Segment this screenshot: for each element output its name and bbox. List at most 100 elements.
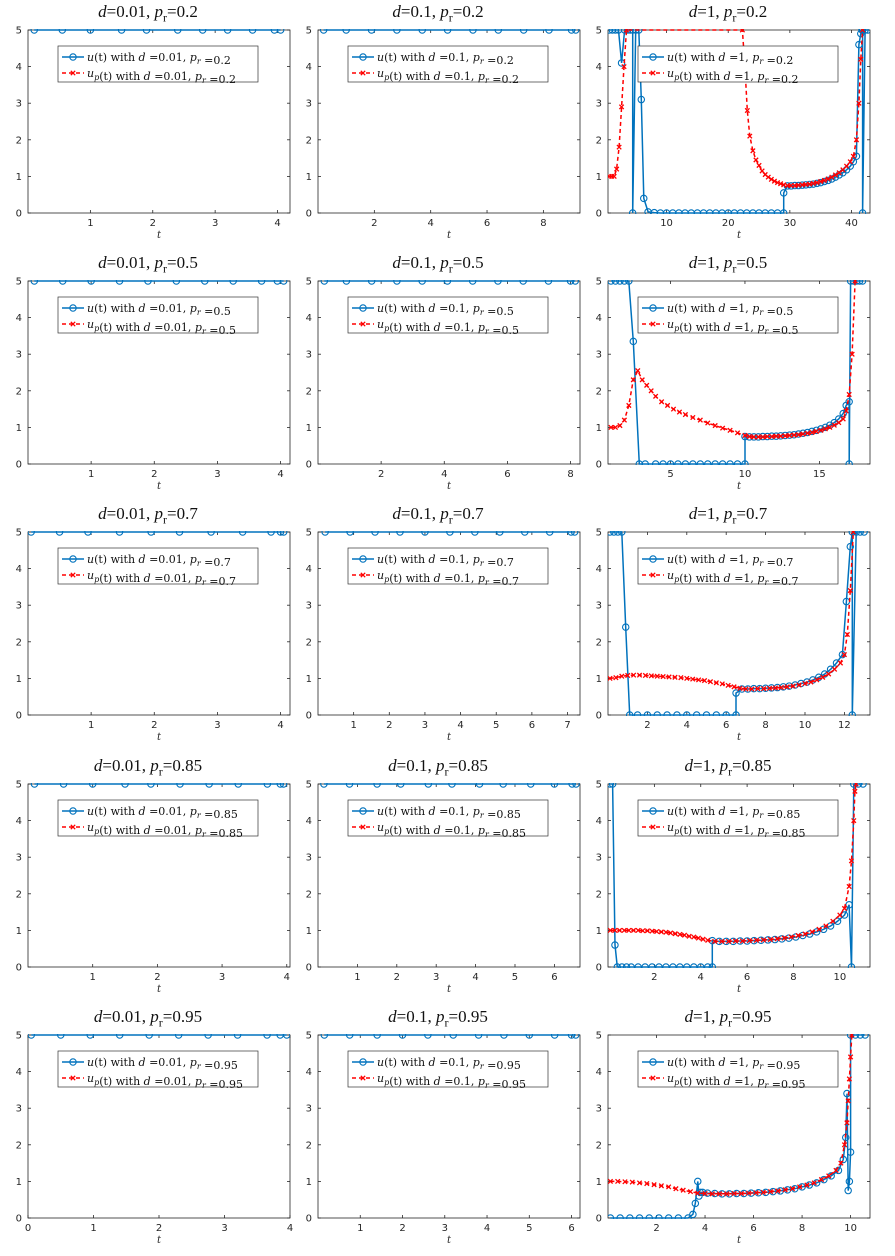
title-part: r xyxy=(448,261,453,276)
legend-part: p xyxy=(384,575,389,584)
x-tick-label: 1 xyxy=(357,1223,363,1234)
series-up-point xyxy=(751,434,757,440)
series-u-point xyxy=(28,1034,36,1039)
series-u-point xyxy=(846,1148,855,1156)
series-u-point xyxy=(568,783,576,788)
title-part: , xyxy=(715,2,724,21)
series-up-point xyxy=(712,422,718,429)
series-up-point xyxy=(608,1178,614,1185)
title-part: r xyxy=(444,1015,449,1030)
series-up-point xyxy=(795,932,801,939)
legend-part: =1, xyxy=(726,1056,753,1069)
series-u-point xyxy=(147,783,155,788)
series-u-point xyxy=(443,280,452,285)
series-u-point xyxy=(732,689,740,697)
series-u-point xyxy=(117,29,126,34)
legend-label: up(t) with d =0.1, pr =0.5 xyxy=(377,318,519,337)
series-u-point xyxy=(643,711,652,716)
legend-part: =1, xyxy=(726,51,753,64)
series-up-point xyxy=(846,391,852,398)
series-u-point xyxy=(648,963,656,968)
series-up-point xyxy=(707,679,714,685)
series-up-point xyxy=(626,927,632,934)
y-tick-label: 5 xyxy=(16,1031,22,1042)
legend-part: d xyxy=(144,572,151,585)
series-u-point xyxy=(856,1034,865,1039)
series-up-point xyxy=(782,433,788,439)
legend-part: p xyxy=(674,73,679,82)
title-part: , xyxy=(711,756,720,775)
legend-part: r xyxy=(764,1081,769,1090)
x-tick-label: 40 xyxy=(845,218,858,229)
x-tick-label: 2 xyxy=(156,1223,162,1234)
series-u-point xyxy=(651,460,660,465)
legend-part: (t) with xyxy=(99,321,143,334)
title-part: = xyxy=(693,756,703,775)
legend-up-marker xyxy=(70,824,76,830)
series-u-point xyxy=(474,1034,483,1039)
series-u-point xyxy=(641,963,649,968)
series-u-point xyxy=(659,460,667,465)
legend-part: u xyxy=(377,1072,384,1085)
series-u-point xyxy=(817,425,825,433)
legend-part: p xyxy=(752,51,759,64)
series-u-point xyxy=(741,460,749,465)
series-up-point xyxy=(711,938,718,945)
legend-box xyxy=(637,547,839,585)
title-part: p xyxy=(440,2,449,21)
legend-part: r xyxy=(480,1062,485,1071)
title-part: = xyxy=(106,504,117,523)
y-tick-label: 0 xyxy=(306,963,312,974)
series-u-point xyxy=(641,460,649,465)
series-u-point xyxy=(499,783,507,788)
legend-part: u xyxy=(87,51,94,64)
title-part: = xyxy=(106,2,117,21)
series-u-point xyxy=(320,1034,329,1039)
legend-part: r xyxy=(480,308,485,317)
series-up-point xyxy=(841,905,848,912)
legend-part: (t) with xyxy=(384,553,428,566)
series-u-point xyxy=(567,1034,576,1039)
series-u-point xyxy=(393,29,401,34)
legend-label: up(t) with d =0.1, pr =0.2 xyxy=(377,67,519,86)
series-u-point xyxy=(613,963,622,968)
series-group xyxy=(321,531,579,536)
x-tick-label: 6 xyxy=(484,218,490,229)
legend-part: u xyxy=(377,302,384,315)
series-up-point xyxy=(856,100,862,106)
legend-part: r xyxy=(480,57,485,66)
series-up-point xyxy=(734,430,741,436)
title-part: , xyxy=(146,504,155,523)
legend-part: d xyxy=(429,553,436,566)
title-part: , xyxy=(431,504,441,523)
y-tick-label: 4 xyxy=(596,816,602,827)
series-u-point xyxy=(475,783,484,788)
legend-part: u xyxy=(667,553,674,566)
series-up-point xyxy=(788,934,794,940)
x-axis-label: t xyxy=(157,230,162,241)
y-tick-label: 0 xyxy=(306,711,312,722)
legend-part: u xyxy=(667,1056,674,1069)
series-up-point xyxy=(841,1142,848,1148)
chart-panel: d=0.1, pr=0.85 1 2 3 4 5 6 0 1 2 3 4 5 t u(t) with d =… xyxy=(290,754,586,999)
legend-part: =0.7 xyxy=(489,575,519,588)
x-axis-label: t xyxy=(447,732,452,743)
y-tick-label: 2 xyxy=(306,1140,312,1151)
series-group xyxy=(320,280,580,285)
legend-part: p xyxy=(473,1056,480,1069)
chart-title: d=1, pr=0.5 xyxy=(580,253,876,276)
title-part: p xyxy=(436,756,445,775)
legend-label: up(t) with d =0.1, pr =0.7 xyxy=(377,569,519,588)
x-tick-label: 4 xyxy=(274,218,280,229)
series-up-point xyxy=(775,1188,781,1194)
series-up-point xyxy=(702,1190,708,1197)
series-up-point xyxy=(739,29,746,33)
legend-part: =0.2 xyxy=(768,73,798,86)
series-u-point xyxy=(683,963,691,968)
title-part: 1 xyxy=(706,2,716,21)
x-tick-label: 8 xyxy=(540,218,546,229)
